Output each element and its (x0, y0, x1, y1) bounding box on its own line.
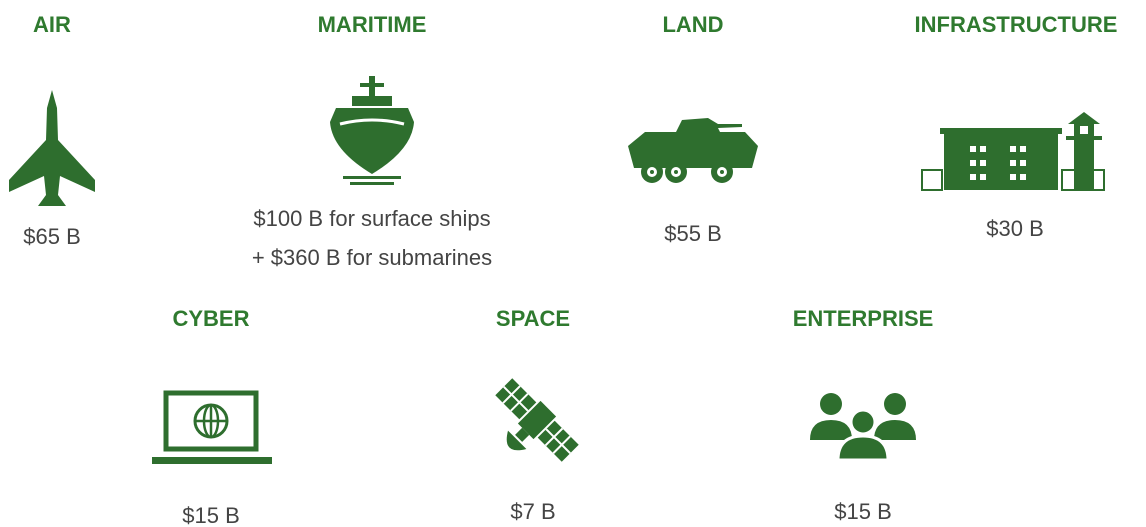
category-title: CYBER (172, 306, 249, 331)
category-title: INFRASTRUCTURE (915, 12, 1118, 37)
category-title: MARITIME (318, 12, 427, 37)
category-title: SPACE (496, 306, 570, 331)
amount: $100 B for surface ships (253, 206, 490, 231)
ship-icon (330, 76, 414, 185)
vehicle-icon (628, 118, 758, 183)
ship-deck-line (339, 118, 405, 126)
building-windows (970, 126, 1088, 180)
jet-icon (9, 90, 95, 206)
amount: $30 B (986, 216, 1044, 241)
amount: $65 B (23, 224, 81, 249)
building-icon (921, 112, 1105, 191)
people-icon (810, 393, 916, 462)
amount: $7 B (510, 499, 555, 524)
satellite-icon (495, 378, 579, 462)
amount: + $360 B for submarines (252, 245, 492, 270)
category-title: AIR (33, 12, 71, 37)
laptop-icon (152, 390, 272, 464)
amount: $55 B (664, 221, 722, 246)
amount: $15 B (834, 499, 892, 524)
category-title: LAND (662, 12, 723, 37)
category-title: ENTERPRISE (793, 306, 934, 331)
amount: $15 B (182, 503, 240, 527)
vehicle-wheel-centers (650, 170, 724, 174)
